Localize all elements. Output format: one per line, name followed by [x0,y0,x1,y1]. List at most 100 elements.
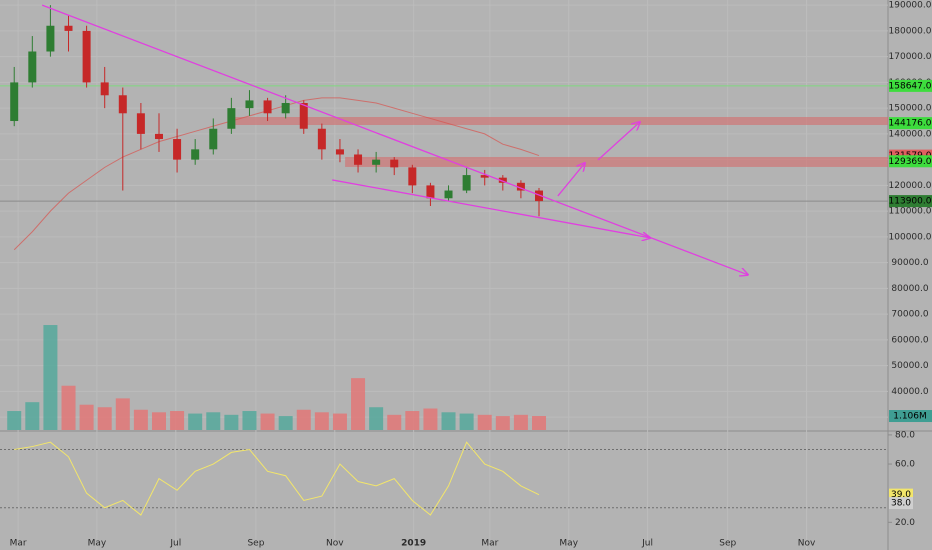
volume-bar [206,412,221,430]
candle-body [245,100,254,109]
candle-body [480,175,489,178]
candle-body [209,128,218,150]
volume-bar [97,407,112,430]
rsi-tick-label: 20.0 [895,518,915,528]
candle-body [28,51,37,83]
rsi-tag-label: 39.0 [891,490,911,500]
candle-body [227,108,236,129]
y-tick-label: 80000.0 [891,284,928,294]
volume-tag [889,410,932,423]
candle-body [281,102,290,114]
moving-average [13,97,540,251]
zone [235,117,888,125]
candle-body [444,190,453,199]
candle-body [462,175,471,191]
volume-bar [7,411,22,430]
volume-bar [332,413,347,430]
candle-body [173,139,182,160]
candle-body [317,128,326,150]
x-tick-label: May [559,539,578,549]
candle-body [335,149,344,155]
trendline [41,4,748,275]
volume-bar [441,412,456,430]
candle-body [299,102,308,129]
volume-tag-label: 1.106M [893,412,927,422]
volume-bar [351,378,366,430]
volume-bar [405,411,420,430]
price-tag [889,195,932,208]
price-tag-label: 144176.0 [889,119,932,129]
volume-bar [387,414,402,430]
volume-bar [477,414,492,430]
y-tick-label: 50000.0 [891,361,928,371]
candle-body [118,95,127,114]
y-tick-label: 110000.0 [889,207,932,217]
x-tick-label: Nov [326,539,344,549]
volume-bar [532,416,547,430]
x-tick-label: Mar [10,539,27,549]
volume-bar [188,413,203,430]
candle-body [263,100,272,114]
y-tick-label: 120000.0 [889,181,932,191]
x-tick-label: Sep [247,539,264,549]
volume-bar [296,409,311,430]
y-tick-label: 70000.0 [891,310,928,320]
y-tick-label: 150000.0 [889,104,932,114]
rsi-tag [889,497,913,510]
candle-body [82,30,91,83]
rsi-tag-label: 38.0 [891,499,911,509]
volume-bar [151,412,166,430]
y-tick-label: 190000.0 [889,1,932,11]
volume-bar [170,411,185,430]
candle-body [498,177,507,183]
trendline [597,122,640,161]
rsi-tick-label: 80.0 [895,430,915,440]
volume-bar [133,409,148,430]
volume-bar [278,416,293,430]
y-tick-label: 100000.0 [889,232,932,242]
volume-bar [513,414,528,430]
zone [345,156,888,167]
volume-bar [115,398,130,430]
x-tick-label: Sep [719,539,736,549]
price-tag-label: 113900.0 [889,197,932,207]
volume-bar [459,413,474,430]
volume-bar [314,412,329,430]
x-tick-label: Jul [169,539,181,549]
candle-body [516,182,525,191]
y-tick-label: 40000.0 [891,387,928,397]
x-tick-label: May [88,539,107,549]
rsi-line [14,441,540,516]
x-tick-label: 2019 [401,539,426,549]
candle-body [136,113,145,134]
volume-bar [423,408,438,430]
volume-bar [79,404,94,430]
volume-bar [260,413,275,430]
candle-body [426,185,435,199]
candle-body [10,82,19,122]
candle-body [390,159,399,168]
y-tick-label: 170000.0 [889,52,932,62]
trendline [557,163,585,197]
candle-body [354,154,363,165]
y-tick-label: 90000.0 [891,258,928,268]
candle-body [154,133,163,140]
x-tick-label: Mar [481,539,498,549]
price-tag [889,117,932,130]
candle-body [46,25,55,52]
volume-bar [495,416,510,430]
volume-bar [25,402,40,430]
candle-body [64,25,73,31]
price-tag [889,79,932,92]
candle-body [535,190,544,202]
price-tag [889,155,932,168]
y-tick-label: 180000.0 [889,26,932,36]
candle-body [100,82,109,96]
volume-bar [242,411,257,430]
price-tag-label: 129369.0 [889,157,932,167]
volume-bar [61,385,76,430]
candle-body [372,159,381,165]
rsi-tick-label: 60.0 [895,460,915,470]
